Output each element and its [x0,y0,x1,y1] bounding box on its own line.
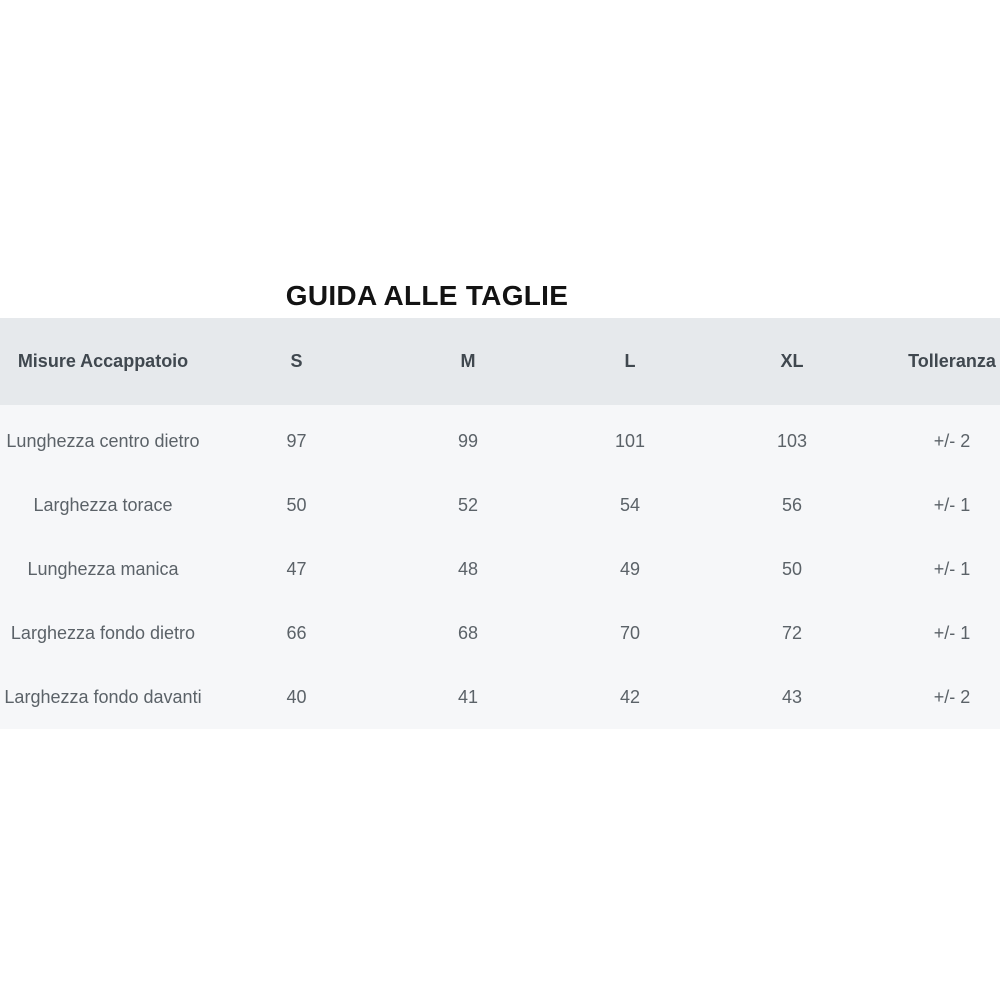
page-title: GUIDA ALLE TAGLIE [285,280,569,311]
table-body: Lunghezza centro dietro 97 99 101 103 +/… [0,405,1000,729]
table-row: Larghezza fondo davanti 40 41 42 43 +/- … [0,665,1000,729]
cell-value: 54 [619,494,641,515]
column-header-size-l: L [624,351,636,371]
cell-value: 50 [286,494,307,515]
table-header-row: Misure Accappatoio S M L XL Tolleranza [0,318,1000,405]
row-label: Lunghezza centro dietro [6,430,200,451]
cell-value: 72 [781,622,803,643]
cell-value: 70 [619,622,641,643]
cell-value: 50 [781,558,803,579]
cell-value: +/- 1 [933,558,971,579]
cell-value: 49 [619,558,641,579]
cell-value: 52 [457,494,479,515]
row-label: Larghezza fondo dietro [10,622,196,643]
cell-value: 101 [614,430,646,451]
cell-value: 40 [286,686,307,707]
cell-value: 103 [776,430,808,451]
cell-value: 99 [457,430,479,451]
cell-value: 66 [286,622,307,643]
cell-value: 43 [781,686,803,707]
row-label: Larghezza torace [33,494,173,515]
cell-value: +/- 1 [933,494,971,515]
cell-value: +/- 1 [933,622,971,643]
cell-value: +/- 2 [933,686,971,707]
table-row: Lunghezza centro dietro 97 99 101 103 +/… [0,409,1000,473]
cell-value: +/- 2 [933,430,971,451]
column-header-size-s: S [290,351,303,371]
table-row: Larghezza torace 50 52 54 56 +/- 1 [0,473,1000,537]
cell-value: 56 [781,494,803,515]
cell-value: 47 [286,558,307,579]
size-guide-table: Misure Accappatoio S M L XL Tolleranza L… [0,318,1000,729]
column-header-size-xl: XL [780,351,804,371]
column-header-size-m: M [460,351,476,371]
cell-value: 48 [457,558,479,579]
row-label: Larghezza fondo davanti [4,686,202,707]
row-label: Lunghezza manica [27,558,179,579]
column-header-tolerance: Tolleranza [908,351,996,371]
cell-value: 42 [619,686,641,707]
cell-value: 97 [286,430,307,451]
cell-value: 41 [457,686,479,707]
table-row: Lunghezza manica 47 48 49 50 +/- 1 [0,537,1000,601]
column-header-measures: Misure Accappatoio [17,351,189,371]
cell-value: 68 [457,622,479,643]
table-row: Larghezza fondo dietro 66 68 70 72 +/- 1 [0,601,1000,665]
